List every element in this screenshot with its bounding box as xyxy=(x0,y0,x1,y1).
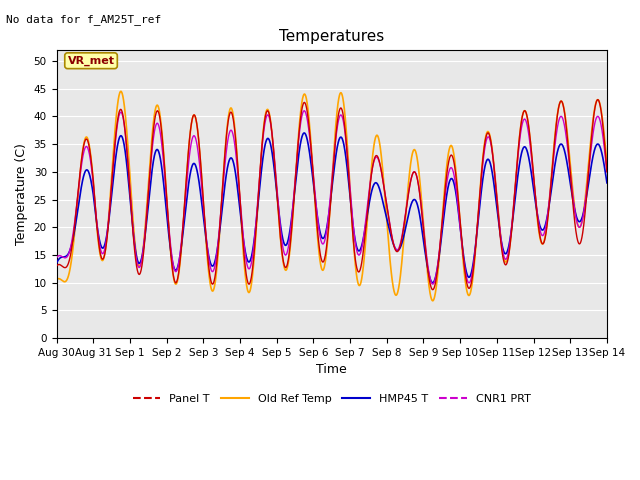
Text: VR_met: VR_met xyxy=(68,56,115,66)
Text: No data for f_AM25T_ref: No data for f_AM25T_ref xyxy=(6,14,162,25)
Legend: Panel T, Old Ref Temp, HMP45 T, CNR1 PRT: Panel T, Old Ref Temp, HMP45 T, CNR1 PRT xyxy=(128,390,535,409)
Title: Temperatures: Temperatures xyxy=(279,29,385,44)
X-axis label: Time: Time xyxy=(316,363,347,376)
Y-axis label: Temperature (C): Temperature (C) xyxy=(15,143,28,245)
